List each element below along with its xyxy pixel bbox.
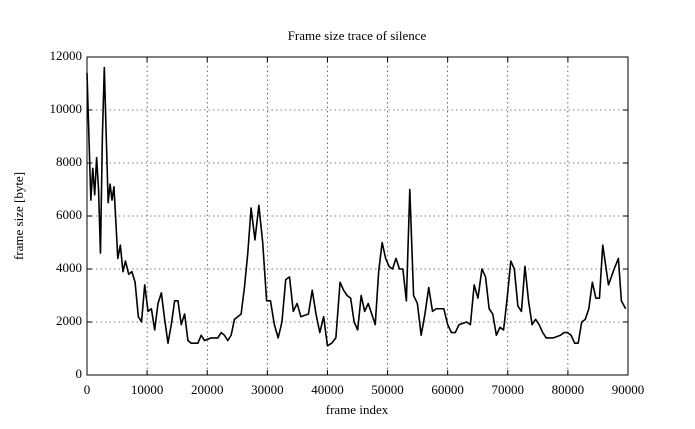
plot-frame [86, 56, 629, 376]
y-tick-label: 6000 [56, 207, 82, 222]
y-tick-label: 8000 [56, 154, 82, 169]
x-tick-label: 90000 [612, 382, 645, 397]
x-axis-label: frame index [326, 402, 389, 417]
x-tick-label: 20000 [191, 382, 224, 397]
y-tick-label: 0 [76, 366, 83, 381]
x-tick-label: 60000 [431, 382, 464, 397]
x-tick-label: 50000 [371, 382, 404, 397]
data-line [86, 66, 627, 347]
y-axis-label: frame size [byte] [11, 172, 26, 260]
chart-title: Frame size trace of silence [288, 28, 427, 43]
x-tick-label: 10000 [131, 382, 164, 397]
x-tick-label: 70000 [492, 382, 525, 397]
y-tick-label: 10000 [50, 101, 83, 116]
x-tick-label: 80000 [552, 382, 585, 397]
y-tick-label: 12000 [50, 48, 83, 63]
x-tick-label: 30000 [251, 382, 284, 397]
y-tick-label: 2000 [56, 313, 82, 328]
y-tick-label: 4000 [56, 260, 82, 275]
x-tick-label: 0 [84, 382, 91, 397]
x-tick-label: 40000 [311, 382, 344, 397]
